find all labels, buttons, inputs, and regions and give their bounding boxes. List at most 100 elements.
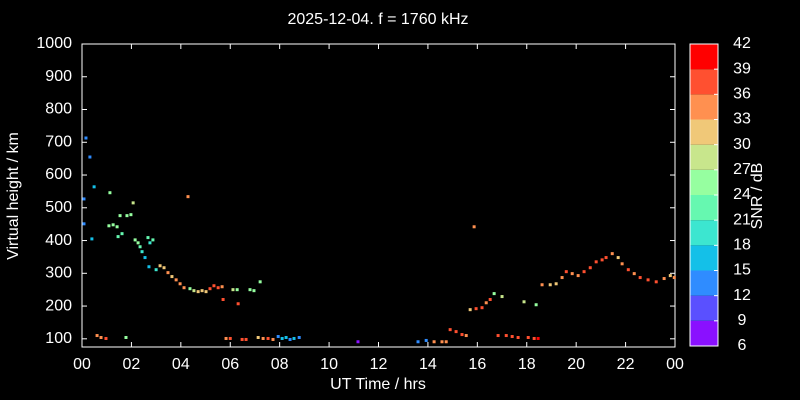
point bbox=[115, 225, 119, 229]
point bbox=[158, 264, 162, 268]
point bbox=[510, 335, 514, 339]
point bbox=[662, 277, 666, 281]
colorbar-tick-label: 30 bbox=[733, 136, 751, 153]
x-tick-label: 00 bbox=[73, 356, 91, 373]
x-tick-label: 00 bbox=[666, 356, 684, 373]
y-tick-label: 900 bbox=[45, 68, 72, 85]
point bbox=[200, 289, 204, 293]
point bbox=[297, 336, 301, 340]
point bbox=[576, 274, 580, 278]
y-tick-label: 100 bbox=[45, 330, 72, 347]
point bbox=[244, 337, 248, 341]
point bbox=[460, 333, 464, 337]
point bbox=[133, 238, 137, 242]
colorbar-tick-label: 42 bbox=[733, 35, 751, 52]
point bbox=[143, 256, 147, 260]
point bbox=[474, 307, 478, 311]
point bbox=[231, 288, 235, 292]
point bbox=[504, 334, 508, 338]
point bbox=[454, 330, 458, 334]
colorbar-tick-label: 36 bbox=[733, 86, 751, 103]
point bbox=[118, 214, 122, 218]
point bbox=[536, 336, 540, 340]
point bbox=[288, 337, 292, 341]
point bbox=[424, 338, 428, 342]
point bbox=[582, 270, 586, 274]
point bbox=[638, 276, 642, 280]
point bbox=[616, 256, 620, 260]
point bbox=[496, 334, 500, 338]
point bbox=[258, 280, 262, 284]
y-tick-label: 500 bbox=[45, 199, 72, 216]
point bbox=[522, 300, 526, 304]
colorbar-tick-label: 24 bbox=[733, 186, 751, 203]
point bbox=[600, 258, 604, 262]
y-tick-label: 800 bbox=[45, 101, 72, 118]
point bbox=[216, 286, 220, 290]
point bbox=[668, 274, 672, 278]
point bbox=[208, 287, 212, 291]
point bbox=[90, 237, 94, 241]
colorbar-band bbox=[690, 144, 718, 170]
colorbar-band bbox=[690, 270, 718, 296]
point bbox=[108, 191, 112, 195]
point bbox=[136, 241, 140, 245]
point bbox=[186, 195, 190, 199]
colorbar-band bbox=[690, 169, 718, 195]
point bbox=[248, 288, 252, 292]
point bbox=[252, 289, 256, 293]
point bbox=[440, 340, 444, 344]
point bbox=[516, 336, 520, 340]
point bbox=[131, 201, 135, 205]
point bbox=[120, 232, 124, 236]
x-tick-label: 12 bbox=[370, 356, 388, 373]
point bbox=[166, 271, 170, 275]
point bbox=[548, 283, 552, 287]
point bbox=[236, 302, 240, 306]
point bbox=[178, 282, 182, 286]
point bbox=[125, 214, 129, 218]
colorbar-tick-label: 21 bbox=[733, 211, 751, 228]
colorbar-band bbox=[690, 119, 718, 145]
point bbox=[104, 336, 108, 340]
point bbox=[604, 256, 608, 260]
y-axis-label: Virtual height / km bbox=[5, 132, 22, 260]
point bbox=[82, 222, 86, 226]
point bbox=[488, 298, 492, 302]
point bbox=[276, 335, 280, 339]
point bbox=[84, 136, 88, 140]
point bbox=[82, 197, 86, 201]
x-tick-label: 16 bbox=[468, 356, 486, 373]
point bbox=[560, 276, 564, 280]
point bbox=[224, 336, 228, 340]
point bbox=[646, 278, 650, 282]
colorbar-tick-label: 39 bbox=[733, 60, 751, 77]
point bbox=[154, 268, 158, 272]
y-tick-label: 200 bbox=[45, 297, 72, 314]
point bbox=[356, 340, 360, 344]
point bbox=[416, 340, 420, 344]
point bbox=[174, 278, 178, 282]
point bbox=[170, 275, 174, 279]
colorbar-label: SNR / dB bbox=[749, 163, 766, 230]
x-axis-label: UT Time / hrs bbox=[330, 376, 426, 393]
y-tick-label: 400 bbox=[45, 232, 72, 249]
point bbox=[534, 303, 538, 307]
point bbox=[188, 287, 192, 291]
x-tick-label: 18 bbox=[518, 356, 536, 373]
colorbar-tick-label: 12 bbox=[733, 287, 751, 304]
point bbox=[492, 292, 496, 296]
point bbox=[266, 336, 270, 340]
point bbox=[146, 236, 150, 240]
point bbox=[92, 185, 96, 189]
point bbox=[654, 280, 658, 284]
point bbox=[220, 285, 224, 289]
point bbox=[448, 328, 452, 332]
point bbox=[540, 283, 544, 287]
x-tick-label: 04 bbox=[172, 356, 190, 373]
x-tick-label: 20 bbox=[567, 356, 585, 373]
colorbar-band bbox=[690, 245, 718, 271]
x-tick-label: 14 bbox=[419, 356, 437, 373]
